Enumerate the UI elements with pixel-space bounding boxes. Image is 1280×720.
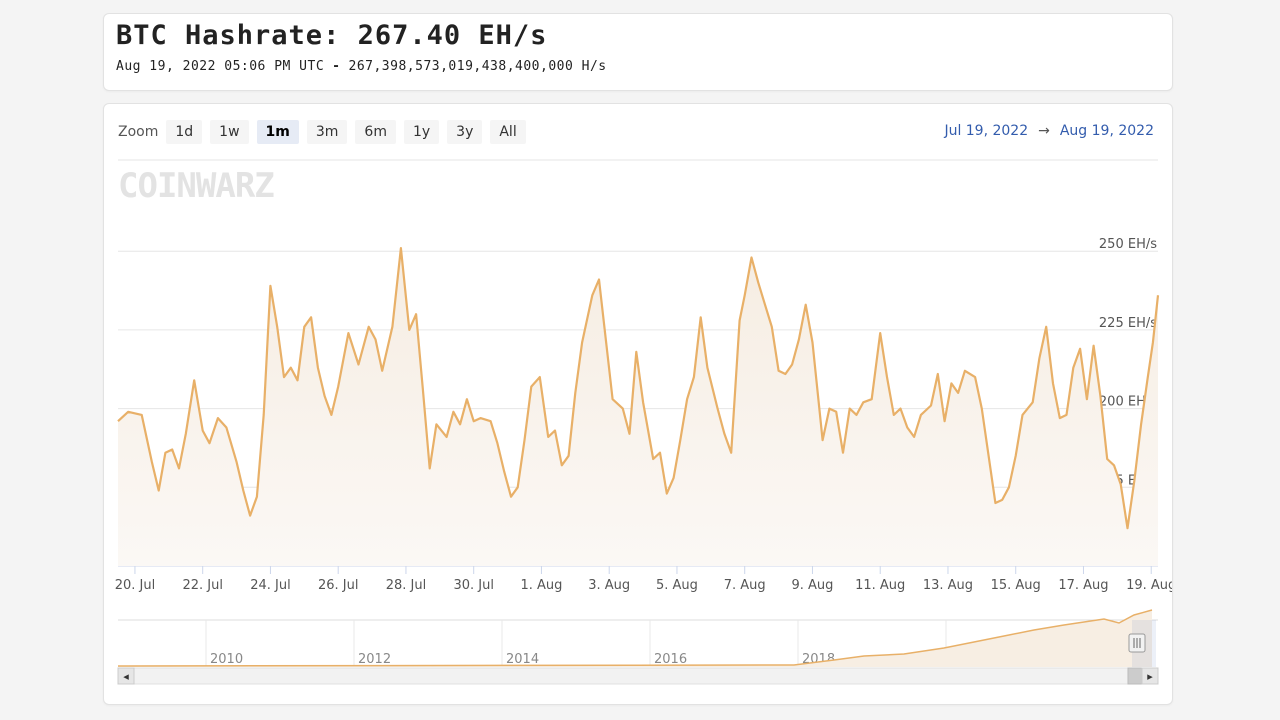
- x-tick-label: 1. Aug: [520, 578, 562, 593]
- x-tick-label: 28. Jul: [386, 578, 427, 593]
- scroll-left-icon: ◂: [123, 670, 129, 683]
- zoom-button-1y[interactable]: 1y: [403, 120, 440, 144]
- zoom-button-1d[interactable]: 1d: [166, 120, 203, 144]
- x-tick-label: 20. Jul: [115, 578, 156, 593]
- range-arrow-icon: →: [1038, 123, 1050, 139]
- navigator-year-label: 2014: [506, 652, 539, 667]
- navigator-year-label: 2010: [210, 652, 243, 667]
- x-tick-label: 17. Aug: [1058, 578, 1108, 593]
- scroll-right-icon: ▸: [1147, 670, 1153, 683]
- range-to[interactable]: Aug 19, 2022: [1059, 123, 1154, 139]
- x-tick-label: 5. Aug: [656, 578, 698, 593]
- zoom-button-3m[interactable]: 3m: [306, 120, 348, 144]
- x-tick-label: 11. Aug: [855, 578, 905, 593]
- separator: -: [332, 59, 341, 74]
- navigator-year-label: 2012: [358, 652, 391, 667]
- date-range: Jul 19, 2022 → Aug 19, 2022: [944, 123, 1154, 139]
- scroll-right-button[interactable]: [1141, 667, 1159, 685]
- x-tick-label: 9. Aug: [792, 578, 834, 593]
- header-card: BTC Hashrate: 267.40 EH/s Aug 19, 2022 0…: [103, 13, 1173, 91]
- scrollbar-track[interactable]: [117, 667, 1159, 685]
- y-tick-label: 250 EH/s: [1099, 237, 1157, 252]
- x-tick-label: 13. Aug: [923, 578, 973, 593]
- zoom-button-1w[interactable]: 1w: [210, 120, 249, 144]
- zoom-button-1m[interactable]: 1m: [256, 120, 299, 144]
- zoom-button-6m[interactable]: 6m: [355, 120, 396, 144]
- navigator-year-label: 2016: [654, 652, 687, 667]
- x-tick-label: 30. Jul: [453, 578, 494, 593]
- navigator-area: [118, 610, 1152, 667]
- series-line: [117, 247, 1160, 530]
- x-tick-label: 3. Aug: [588, 578, 630, 593]
- zoom-label: Zoom: [118, 124, 159, 140]
- x-tick-label: 22. Jul: [182, 578, 223, 593]
- range-from[interactable]: Jul 19, 2022: [944, 123, 1029, 139]
- x-tick-label: 15. Aug: [991, 578, 1041, 593]
- x-tick-label: 19. Aug: [1126, 578, 1172, 593]
- page-title: BTC Hashrate: 267.40 EH/s: [116, 20, 548, 51]
- x-tick-label: 7. Aug: [724, 578, 766, 593]
- zoom-button-all[interactable]: All: [490, 120, 526, 144]
- zoom-button-3y[interactable]: 3y: [447, 120, 483, 144]
- x-tick-label: 26. Jul: [318, 578, 359, 593]
- navigator-line: [117, 609, 1153, 667]
- series-area: [118, 248, 1158, 566]
- zoom-controls: Zoom 1d 1w 1m 3m 6m 1y 3y All: [118, 120, 534, 144]
- coinwarz-watermark: COINWARZ: [118, 166, 274, 206]
- hashrate-raw: 267,398,573,019,438,400,000 H/s: [348, 59, 607, 74]
- y-tick-label: 225 EH/s: [1099, 316, 1157, 331]
- x-tick-label: 24. Jul: [250, 578, 291, 593]
- scroll-left-button[interactable]: [117, 667, 135, 685]
- timestamp: Aug 19, 2022 05:06 PM UTC: [116, 59, 325, 74]
- header-subtitle: Aug 19, 2022 05:06 PM UTC -267,398,573,01…: [116, 59, 607, 74]
